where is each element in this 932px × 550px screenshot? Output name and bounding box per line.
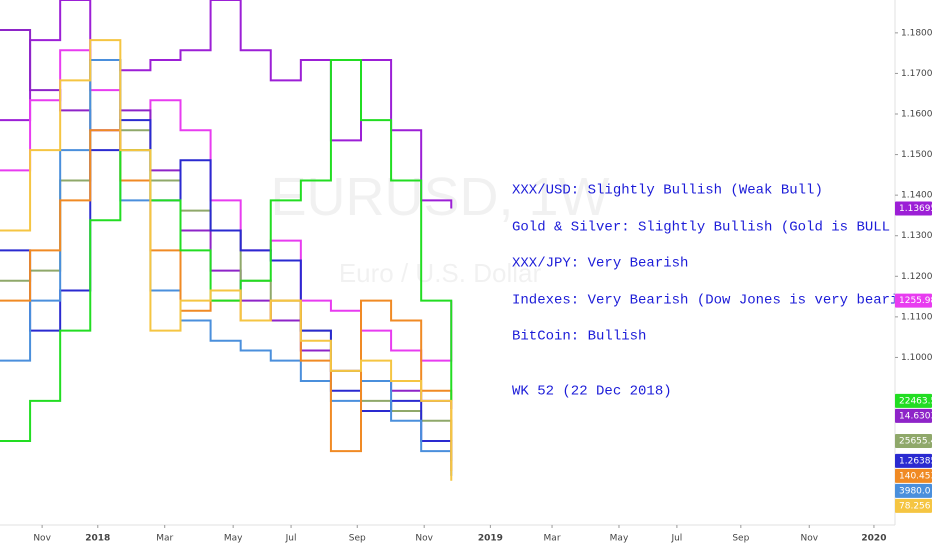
annotation: XXX/JPY: Very Bearish bbox=[512, 256, 688, 272]
price-label-bg bbox=[895, 293, 932, 308]
x-tick-label: Sep bbox=[732, 534, 749, 544]
x-tick-label: May bbox=[610, 534, 629, 544]
y-tick-label: 1.11000 bbox=[901, 312, 932, 322]
y-tick-label: 1.15000 bbox=[901, 150, 932, 160]
price-label-bg bbox=[895, 408, 932, 423]
annotation: Gold & Silver: Slightly Bullish (Gold is… bbox=[512, 220, 932, 236]
y-tick-label: 1.12000 bbox=[901, 272, 932, 282]
series-line bbox=[0, 0, 453, 209]
x-tick-label: Mar bbox=[544, 534, 561, 544]
x-tick-label: 2018 bbox=[85, 534, 110, 544]
y-tick-label: 1.13000 bbox=[901, 231, 932, 241]
price-label-bg bbox=[895, 483, 932, 498]
price-label: 78.256 bbox=[899, 501, 931, 511]
price-label: 1255.984 bbox=[899, 296, 932, 306]
series-line bbox=[0, 39, 453, 481]
price-label-bg bbox=[895, 393, 932, 408]
x-tick-label: Mar bbox=[156, 534, 173, 544]
annotations: XXX/USD: Slightly Bullish (Weak Bull) Gol… bbox=[512, 183, 932, 400]
x-tick-label: Nov bbox=[415, 534, 433, 544]
x-tick-label: Jul bbox=[285, 534, 297, 544]
price-label-bg bbox=[895, 453, 932, 468]
annotation: WK 52 (22 Dec 2018) bbox=[512, 384, 672, 400]
price-label-bg bbox=[895, 201, 932, 216]
annotation: XXX/USD: Slightly Bullish (Weak Bull) bbox=[512, 183, 823, 199]
price-label: 140.453 bbox=[899, 471, 932, 481]
x-tick-label: Nov bbox=[33, 534, 51, 544]
price-label-bg bbox=[895, 434, 932, 449]
watermark-subtitle: Euro / U.S. Dollar bbox=[339, 258, 542, 288]
price-label: 3980.0 bbox=[899, 486, 931, 496]
y-tick-label: 1.16000 bbox=[901, 110, 932, 120]
x-tick-label: Jul bbox=[670, 534, 682, 544]
price-label: 14.63037 bbox=[899, 411, 932, 421]
plot-area bbox=[0, 0, 453, 481]
price-label-bg bbox=[895, 498, 932, 513]
annotation: BitCoin: Bullish bbox=[512, 329, 646, 345]
x-tick-label: Nov bbox=[800, 534, 818, 544]
x-tick-label: 2019 bbox=[478, 534, 503, 544]
y-tick-label: 1.14000 bbox=[901, 191, 932, 201]
price-label: 1.26385 bbox=[899, 456, 932, 466]
watermark: EURUSD, 1W bbox=[270, 167, 609, 227]
price-label-bg bbox=[895, 468, 932, 483]
y-tick-label: 1.10000 bbox=[901, 353, 932, 363]
axes: 1.090001.100001.110001.120001.130001.140… bbox=[33, 28, 932, 544]
price-label: 22463.5 bbox=[899, 396, 932, 406]
y-tick-label: 1.17000 bbox=[901, 69, 932, 79]
y-tick-label: 1.18000 bbox=[901, 28, 932, 38]
annotation: Indexes: Very Bearish (Dow Jones is very… bbox=[512, 293, 932, 309]
x-tick-label: 2020 bbox=[861, 534, 886, 544]
x-tick-label: May bbox=[224, 534, 243, 544]
x-tick-label: Sep bbox=[349, 534, 366, 544]
price-label: 25655.4 bbox=[899, 437, 932, 447]
price-label: 1.13695 bbox=[899, 204, 932, 214]
